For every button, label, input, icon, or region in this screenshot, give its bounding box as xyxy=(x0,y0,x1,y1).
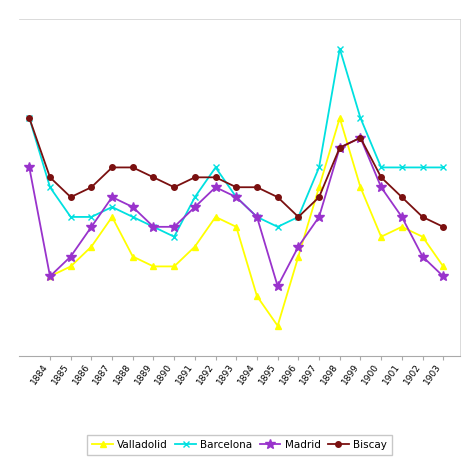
Valladolid xyxy=(89,244,94,249)
Valladolid xyxy=(47,273,53,279)
Biscay xyxy=(316,194,322,200)
Biscay xyxy=(233,184,239,190)
Valladolid xyxy=(68,264,73,269)
Biscay xyxy=(27,115,32,121)
Biscay xyxy=(440,224,446,230)
Madrid xyxy=(378,184,384,190)
Line: Valladolid: Valladolid xyxy=(47,115,446,328)
Barcelona xyxy=(378,164,384,170)
Madrid xyxy=(151,224,156,230)
Barcelona xyxy=(419,164,425,170)
Valladolid xyxy=(295,254,301,259)
Valladolid xyxy=(316,184,322,190)
Biscay xyxy=(337,145,343,150)
Madrid xyxy=(399,214,405,220)
Biscay xyxy=(254,184,260,190)
Barcelona xyxy=(89,214,94,220)
Madrid xyxy=(213,184,219,190)
Line: Madrid: Madrid xyxy=(25,133,448,291)
Madrid xyxy=(27,164,32,170)
Valladolid xyxy=(357,184,363,190)
Barcelona xyxy=(27,115,32,121)
Line: Biscay: Biscay xyxy=(27,115,446,229)
Barcelona xyxy=(275,224,281,230)
Madrid xyxy=(419,254,425,259)
Biscay xyxy=(275,194,281,200)
Madrid xyxy=(440,273,446,279)
Valladolid xyxy=(213,214,219,220)
Barcelona xyxy=(192,194,198,200)
Valladolid xyxy=(399,224,405,230)
Madrid xyxy=(130,204,136,210)
Biscay xyxy=(171,184,177,190)
Biscay xyxy=(378,174,384,180)
Madrid xyxy=(275,283,281,289)
Madrid xyxy=(68,254,73,259)
Valladolid xyxy=(275,323,281,328)
Madrid xyxy=(295,244,301,249)
Biscay xyxy=(192,174,198,180)
Biscay xyxy=(47,174,53,180)
Barcelona xyxy=(130,214,136,220)
Madrid xyxy=(47,273,53,279)
Legend: Valladolid, Barcelona, Madrid, Biscay: Valladolid, Barcelona, Madrid, Biscay xyxy=(87,435,392,455)
Valladolid xyxy=(419,234,425,239)
Barcelona xyxy=(213,164,219,170)
Madrid xyxy=(357,135,363,141)
Barcelona xyxy=(295,214,301,220)
Barcelona xyxy=(440,164,446,170)
Barcelona xyxy=(171,234,177,239)
Valladolid xyxy=(171,264,177,269)
Madrid xyxy=(192,204,198,210)
Line: Barcelona: Barcelona xyxy=(26,45,447,240)
Biscay xyxy=(419,214,425,220)
Madrid xyxy=(109,194,115,200)
Biscay xyxy=(399,194,405,200)
Barcelona xyxy=(233,194,239,200)
Barcelona xyxy=(47,184,53,190)
Madrid xyxy=(89,224,94,230)
Biscay xyxy=(68,194,73,200)
Biscay xyxy=(89,184,94,190)
Valladolid xyxy=(192,244,198,249)
Barcelona xyxy=(337,46,343,52)
Valladolid xyxy=(233,224,239,230)
Valladolid xyxy=(440,264,446,269)
Biscay xyxy=(151,174,156,180)
Barcelona xyxy=(357,115,363,121)
Biscay xyxy=(213,174,219,180)
Valladolid xyxy=(130,254,136,259)
Barcelona xyxy=(151,224,156,230)
Madrid xyxy=(254,214,260,220)
Biscay xyxy=(130,164,136,170)
Biscay xyxy=(109,164,115,170)
Biscay xyxy=(295,214,301,220)
Barcelona xyxy=(316,164,322,170)
Valladolid xyxy=(254,293,260,299)
Valladolid xyxy=(378,234,384,239)
Barcelona xyxy=(68,214,73,220)
Barcelona xyxy=(399,164,405,170)
Biscay xyxy=(357,135,363,141)
Madrid xyxy=(316,214,322,220)
Valladolid xyxy=(109,214,115,220)
Barcelona xyxy=(254,214,260,220)
Madrid xyxy=(233,194,239,200)
Valladolid xyxy=(337,115,343,121)
Valladolid xyxy=(151,264,156,269)
Madrid xyxy=(171,224,177,230)
Barcelona xyxy=(109,204,115,210)
Madrid xyxy=(337,145,343,150)
